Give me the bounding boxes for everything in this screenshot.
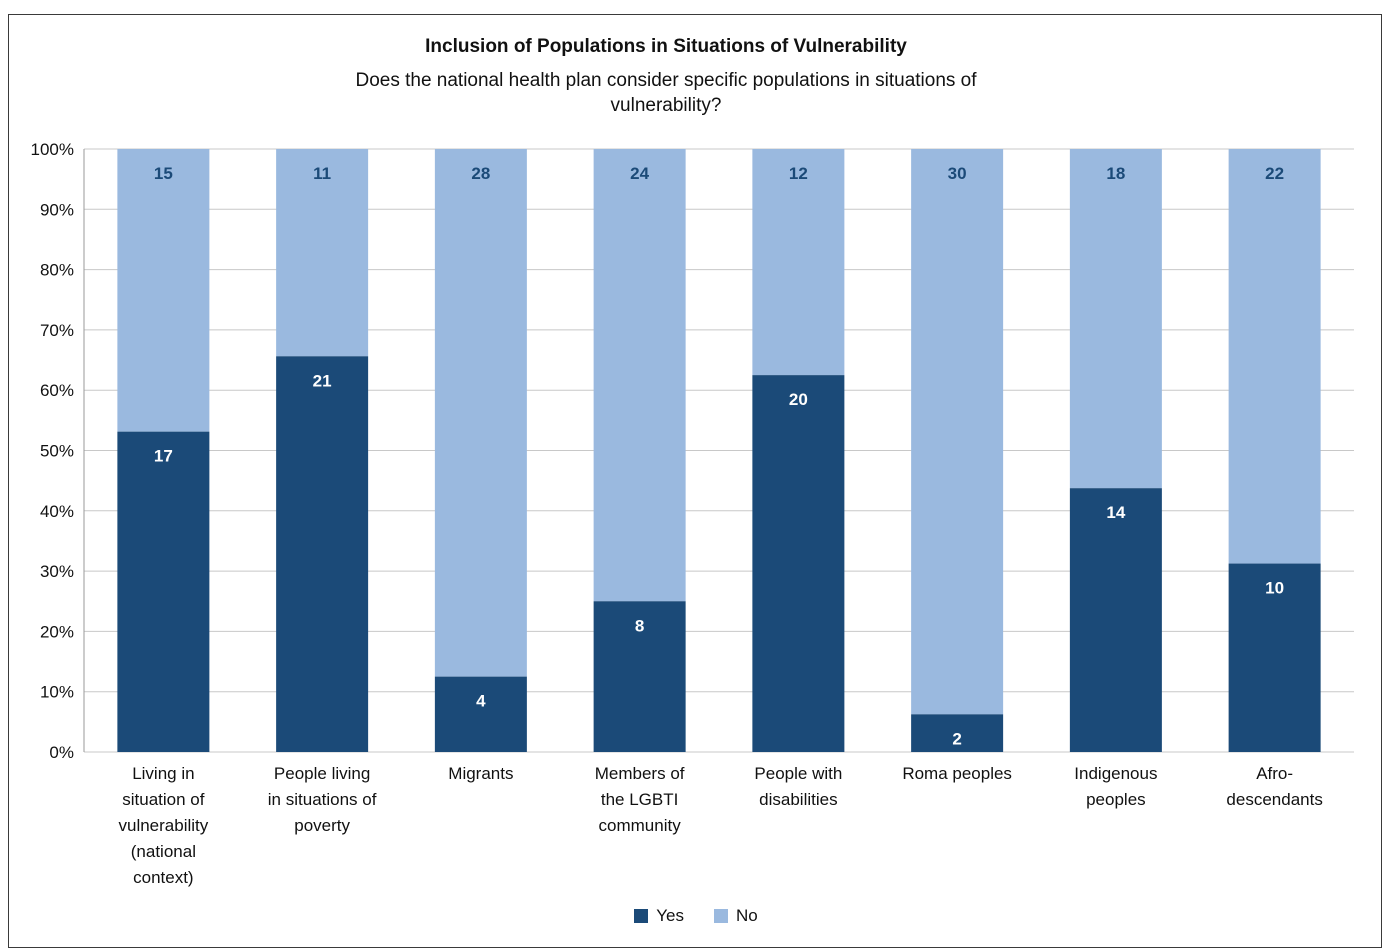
data-label-yes: 2 bbox=[952, 729, 961, 748]
data-label-no: 24 bbox=[630, 164, 649, 183]
y-tick-label: 0% bbox=[49, 743, 74, 762]
chart-title: Inclusion of Populations in Situations o… bbox=[425, 36, 907, 57]
bar-yes bbox=[276, 356, 369, 752]
x-category-label: Afro-descendants bbox=[1226, 764, 1322, 809]
y-tick-label: 20% bbox=[40, 622, 74, 641]
x-category-label: Indigenous peoples bbox=[1074, 764, 1157, 809]
data-label-yes: 10 bbox=[1265, 579, 1284, 598]
y-tick-label: 50% bbox=[40, 442, 74, 461]
bar-yes bbox=[752, 375, 845, 752]
data-label-yes: 4 bbox=[476, 692, 486, 711]
legend-swatch-yes bbox=[634, 909, 649, 923]
data-label-no: 15 bbox=[154, 164, 173, 183]
bar-yes bbox=[1069, 488, 1162, 752]
data-label-yes: 21 bbox=[313, 371, 332, 390]
data-label-yes: 14 bbox=[1106, 503, 1125, 522]
data-label-yes: 17 bbox=[154, 447, 173, 466]
x-category-label: People living in situations of poverty bbox=[268, 764, 377, 835]
legend-label-no: No bbox=[736, 906, 758, 925]
x-category-label: Roma peoples bbox=[902, 764, 1012, 783]
stacked-bar-chart: 0% 10% 20% 30% 40% 50% 60% 70% 80% 90% 100% 15 17 Liv… bbox=[31, 140, 1354, 887]
data-label-yes: 20 bbox=[789, 390, 808, 409]
data-label-no: 28 bbox=[471, 164, 490, 183]
y-tick-label: 10% bbox=[40, 683, 74, 702]
y-tick-label: 90% bbox=[40, 200, 74, 219]
y-tick-label: 40% bbox=[40, 502, 74, 521]
bar-no bbox=[911, 149, 1004, 715]
legend-item-yes: Yes bbox=[634, 906, 684, 926]
bar-yes bbox=[117, 431, 210, 752]
bar-no bbox=[434, 149, 527, 677]
bar-no bbox=[276, 149, 369, 357]
data-label-yes: 8 bbox=[635, 616, 644, 635]
bar-yes bbox=[434, 676, 527, 752]
bar-yes bbox=[1228, 563, 1321, 752]
y-tick-label: 70% bbox=[40, 321, 74, 340]
x-category-label: Members of the LGBTI community bbox=[595, 764, 685, 835]
bar-no bbox=[1228, 149, 1321, 564]
x-category-label: Living in situation of vulnerability (natio… bbox=[118, 764, 208, 887]
bar-no bbox=[593, 149, 686, 602]
bar-yes bbox=[911, 714, 1004, 752]
legend-item-no: No bbox=[714, 906, 758, 926]
data-label-no: 30 bbox=[948, 164, 967, 183]
y-tick-label: 80% bbox=[40, 261, 74, 280]
bar-no bbox=[1069, 149, 1162, 489]
data-label-no: 18 bbox=[1106, 164, 1125, 183]
data-label-no: 11 bbox=[313, 164, 331, 183]
bar-yes bbox=[593, 601, 686, 752]
x-category-label: Migrants bbox=[448, 764, 513, 783]
bar-no bbox=[752, 149, 845, 376]
y-tick-label: 100% bbox=[31, 140, 74, 159]
data-label-no: 12 bbox=[789, 164, 808, 183]
y-tick-label: 60% bbox=[40, 381, 74, 400]
x-category-label: People with disabilities bbox=[754, 764, 842, 809]
chart-subtitle: Does the national health plan consider s… bbox=[355, 70, 977, 116]
data-label-no: 22 bbox=[1265, 164, 1284, 183]
legend-label-yes: Yes bbox=[656, 906, 684, 925]
bar-no bbox=[117, 149, 210, 432]
legend-swatch-no bbox=[714, 909, 728, 923]
legend: Yes No bbox=[0, 906, 1392, 926]
y-tick-label: 30% bbox=[40, 562, 74, 581]
